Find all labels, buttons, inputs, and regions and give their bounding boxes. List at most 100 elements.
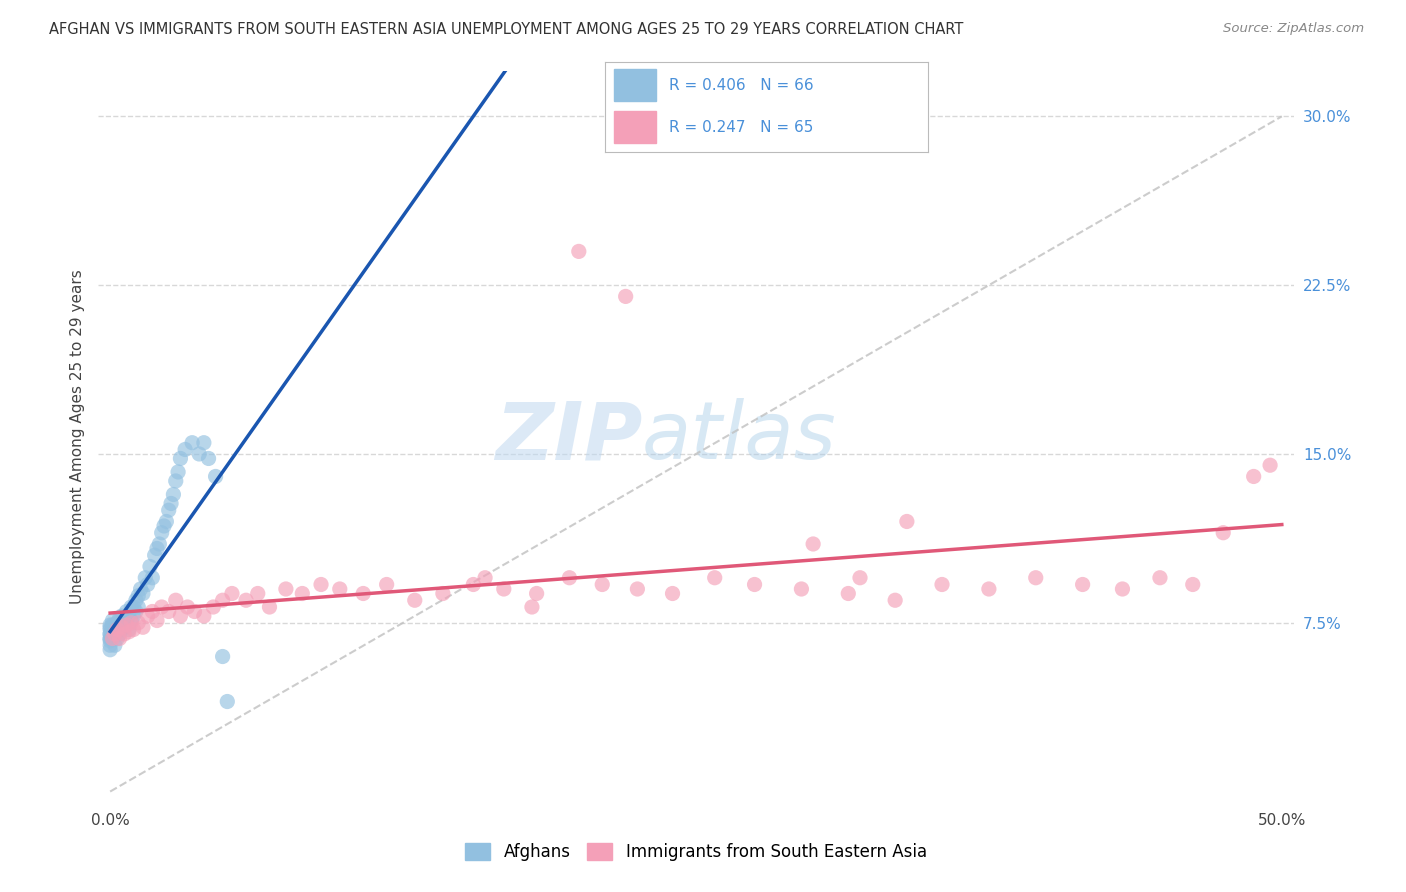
Point [105, 623, 128, 637]
Point [614, 289, 637, 303]
Point [188, 447, 211, 461]
Point [1111, 582, 1133, 596]
Text: atlas: atlas [643, 398, 837, 476]
Point [129, 582, 152, 596]
Text: R = 0.247   N = 65: R = 0.247 N = 65 [669, 120, 814, 135]
Point [211, 649, 233, 664]
Point [118, 623, 141, 637]
Point [118, 624, 141, 639]
Point [118, 609, 141, 624]
Point [98, 627, 121, 641]
Point [703, 571, 725, 585]
Point [162, 487, 184, 501]
Point [101, 618, 124, 632]
Point [101, 629, 124, 643]
Point [111, 623, 134, 637]
Point [165, 593, 187, 607]
Point [169, 609, 191, 624]
Point [111, 609, 134, 624]
Point [125, 605, 148, 619]
Point [115, 615, 138, 630]
Point [291, 586, 314, 600]
Point [591, 577, 613, 591]
Point [136, 609, 159, 624]
Point [104, 620, 127, 634]
Point [1071, 577, 1094, 591]
Point [146, 614, 169, 628]
Point [104, 627, 127, 641]
Point [463, 577, 485, 591]
Point [157, 503, 180, 517]
Point [150, 599, 173, 614]
Point [309, 577, 332, 591]
Point [1243, 469, 1265, 483]
Point [122, 623, 145, 637]
Point [148, 537, 170, 551]
Point [160, 496, 183, 510]
Point [98, 633, 121, 648]
Point [211, 593, 233, 607]
Point [221, 586, 243, 600]
Point [104, 627, 127, 641]
Point [111, 615, 134, 630]
Point [141, 605, 163, 619]
Point [98, 632, 121, 646]
Point [134, 571, 156, 585]
Text: Source: ZipAtlas.com: Source: ZipAtlas.com [1223, 22, 1364, 36]
Point [931, 577, 953, 591]
Point [105, 632, 128, 646]
Point [98, 618, 121, 632]
Point [120, 599, 142, 614]
Point [108, 632, 131, 646]
Point [112, 611, 135, 625]
Bar [614, 111, 657, 143]
Point [105, 623, 128, 637]
Point [849, 571, 872, 585]
Point [108, 627, 131, 641]
Point [98, 638, 121, 652]
Point [181, 435, 204, 450]
Point [127, 589, 149, 603]
Point [132, 620, 155, 634]
Legend: Afghans, Immigrants from South Eastern Asia: Afghans, Immigrants from South Eastern A… [458, 836, 934, 868]
Point [98, 620, 121, 634]
Text: R = 0.406   N = 66: R = 0.406 N = 66 [669, 78, 814, 93]
Point [104, 638, 127, 652]
Point [246, 586, 269, 600]
Point [136, 577, 159, 591]
Point [884, 593, 907, 607]
Point [112, 627, 135, 641]
Point [274, 582, 297, 596]
Point [101, 623, 124, 637]
Point [193, 435, 215, 450]
Point [120, 615, 142, 630]
Point [193, 609, 215, 624]
Point [526, 586, 548, 600]
Point [1149, 571, 1171, 585]
Point [375, 577, 398, 591]
Point [120, 614, 142, 628]
Point [169, 451, 191, 466]
Point [977, 582, 1000, 596]
Point [217, 694, 239, 708]
Point [1258, 458, 1281, 473]
Y-axis label: Unemployment Among Ages 25 to 29 years: Unemployment Among Ages 25 to 29 years [69, 269, 84, 605]
Point [98, 623, 121, 637]
Point [167, 465, 190, 479]
Point [112, 620, 135, 634]
Text: ZIP: ZIP [495, 398, 643, 476]
Point [141, 571, 163, 585]
Point [98, 632, 121, 646]
Point [98, 627, 121, 641]
Point [101, 614, 124, 628]
Point [108, 618, 131, 632]
Point [352, 586, 374, 600]
Point [432, 586, 454, 600]
Point [150, 525, 173, 540]
Point [568, 244, 591, 259]
Point [101, 632, 124, 646]
Point [108, 611, 131, 625]
Point [202, 599, 225, 614]
Point [115, 605, 138, 619]
Point [146, 541, 169, 556]
